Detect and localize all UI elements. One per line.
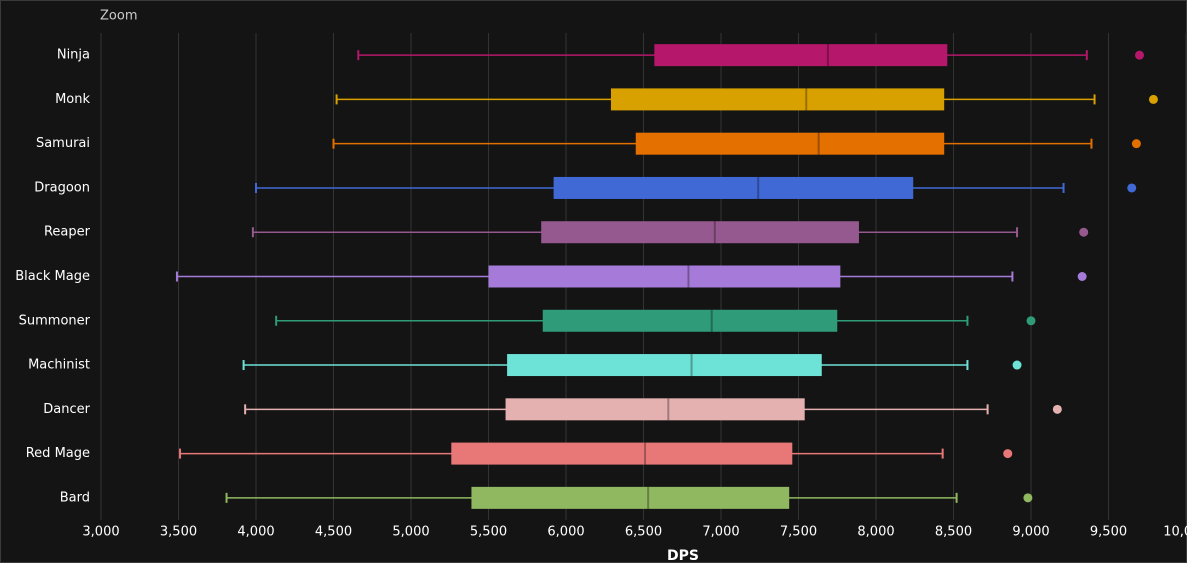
outlier	[1131, 139, 1141, 149]
box	[553, 176, 914, 199]
category-label: Ninja	[57, 48, 90, 63]
outlier	[1127, 183, 1137, 193]
box	[635, 132, 945, 155]
outlier	[1077, 272, 1087, 281]
x-tick-label: 10,000	[1163, 525, 1187, 540]
x-tick-label: 7,500	[780, 525, 817, 540]
x-tick-label: 3,500	[160, 525, 197, 540]
box	[610, 88, 945, 111]
category-label: Red Mage	[26, 446, 90, 461]
x-tick-label: 8,500	[935, 525, 972, 540]
box	[654, 44, 948, 67]
x-tick-label: 9,000	[1012, 525, 1049, 540]
outlier	[1079, 227, 1089, 237]
category-label: Samurai	[36, 136, 90, 151]
outlier	[1026, 316, 1036, 326]
x-tick-label: 9,500	[1090, 525, 1127, 540]
category-label: Monk	[55, 92, 90, 107]
outlier	[1135, 50, 1144, 60]
category-label: Dragoon	[34, 180, 90, 195]
x-tick-label: 5,500	[470, 525, 507, 540]
x-axis-title: DPS	[667, 548, 699, 563]
outlier	[1012, 360, 1022, 370]
box	[507, 354, 822, 377]
box	[451, 442, 793, 465]
outlier	[1052, 404, 1062, 414]
box	[471, 486, 790, 509]
x-tick-label: 6,500	[625, 525, 662, 540]
x-tick-label: 7,000	[702, 525, 739, 540]
box	[542, 309, 838, 332]
category-label: Black Mage	[15, 269, 90, 284]
outlier	[1023, 493, 1033, 503]
x-tick-label: 4,000	[237, 525, 274, 540]
box	[541, 221, 859, 244]
category-label: Machinist	[28, 358, 90, 373]
zoom-label[interactable]: Zoom	[100, 9, 137, 24]
outlier	[1148, 94, 1158, 104]
x-tick-label: 5,000	[392, 525, 429, 540]
category-label: Summoner	[19, 313, 91, 328]
x-tick-label: 6,000	[547, 525, 584, 540]
x-tick-label: 4,500	[315, 525, 352, 540]
x-tick-label: 8,000	[857, 525, 894, 540]
box	[505, 398, 805, 421]
category-label: Reaper	[44, 225, 91, 240]
outlier	[1003, 449, 1013, 459]
box	[488, 265, 841, 288]
category-label: Dancer	[43, 402, 90, 417]
category-label: Bard	[60, 490, 90, 505]
x-tick-label: 3,000	[82, 525, 119, 540]
